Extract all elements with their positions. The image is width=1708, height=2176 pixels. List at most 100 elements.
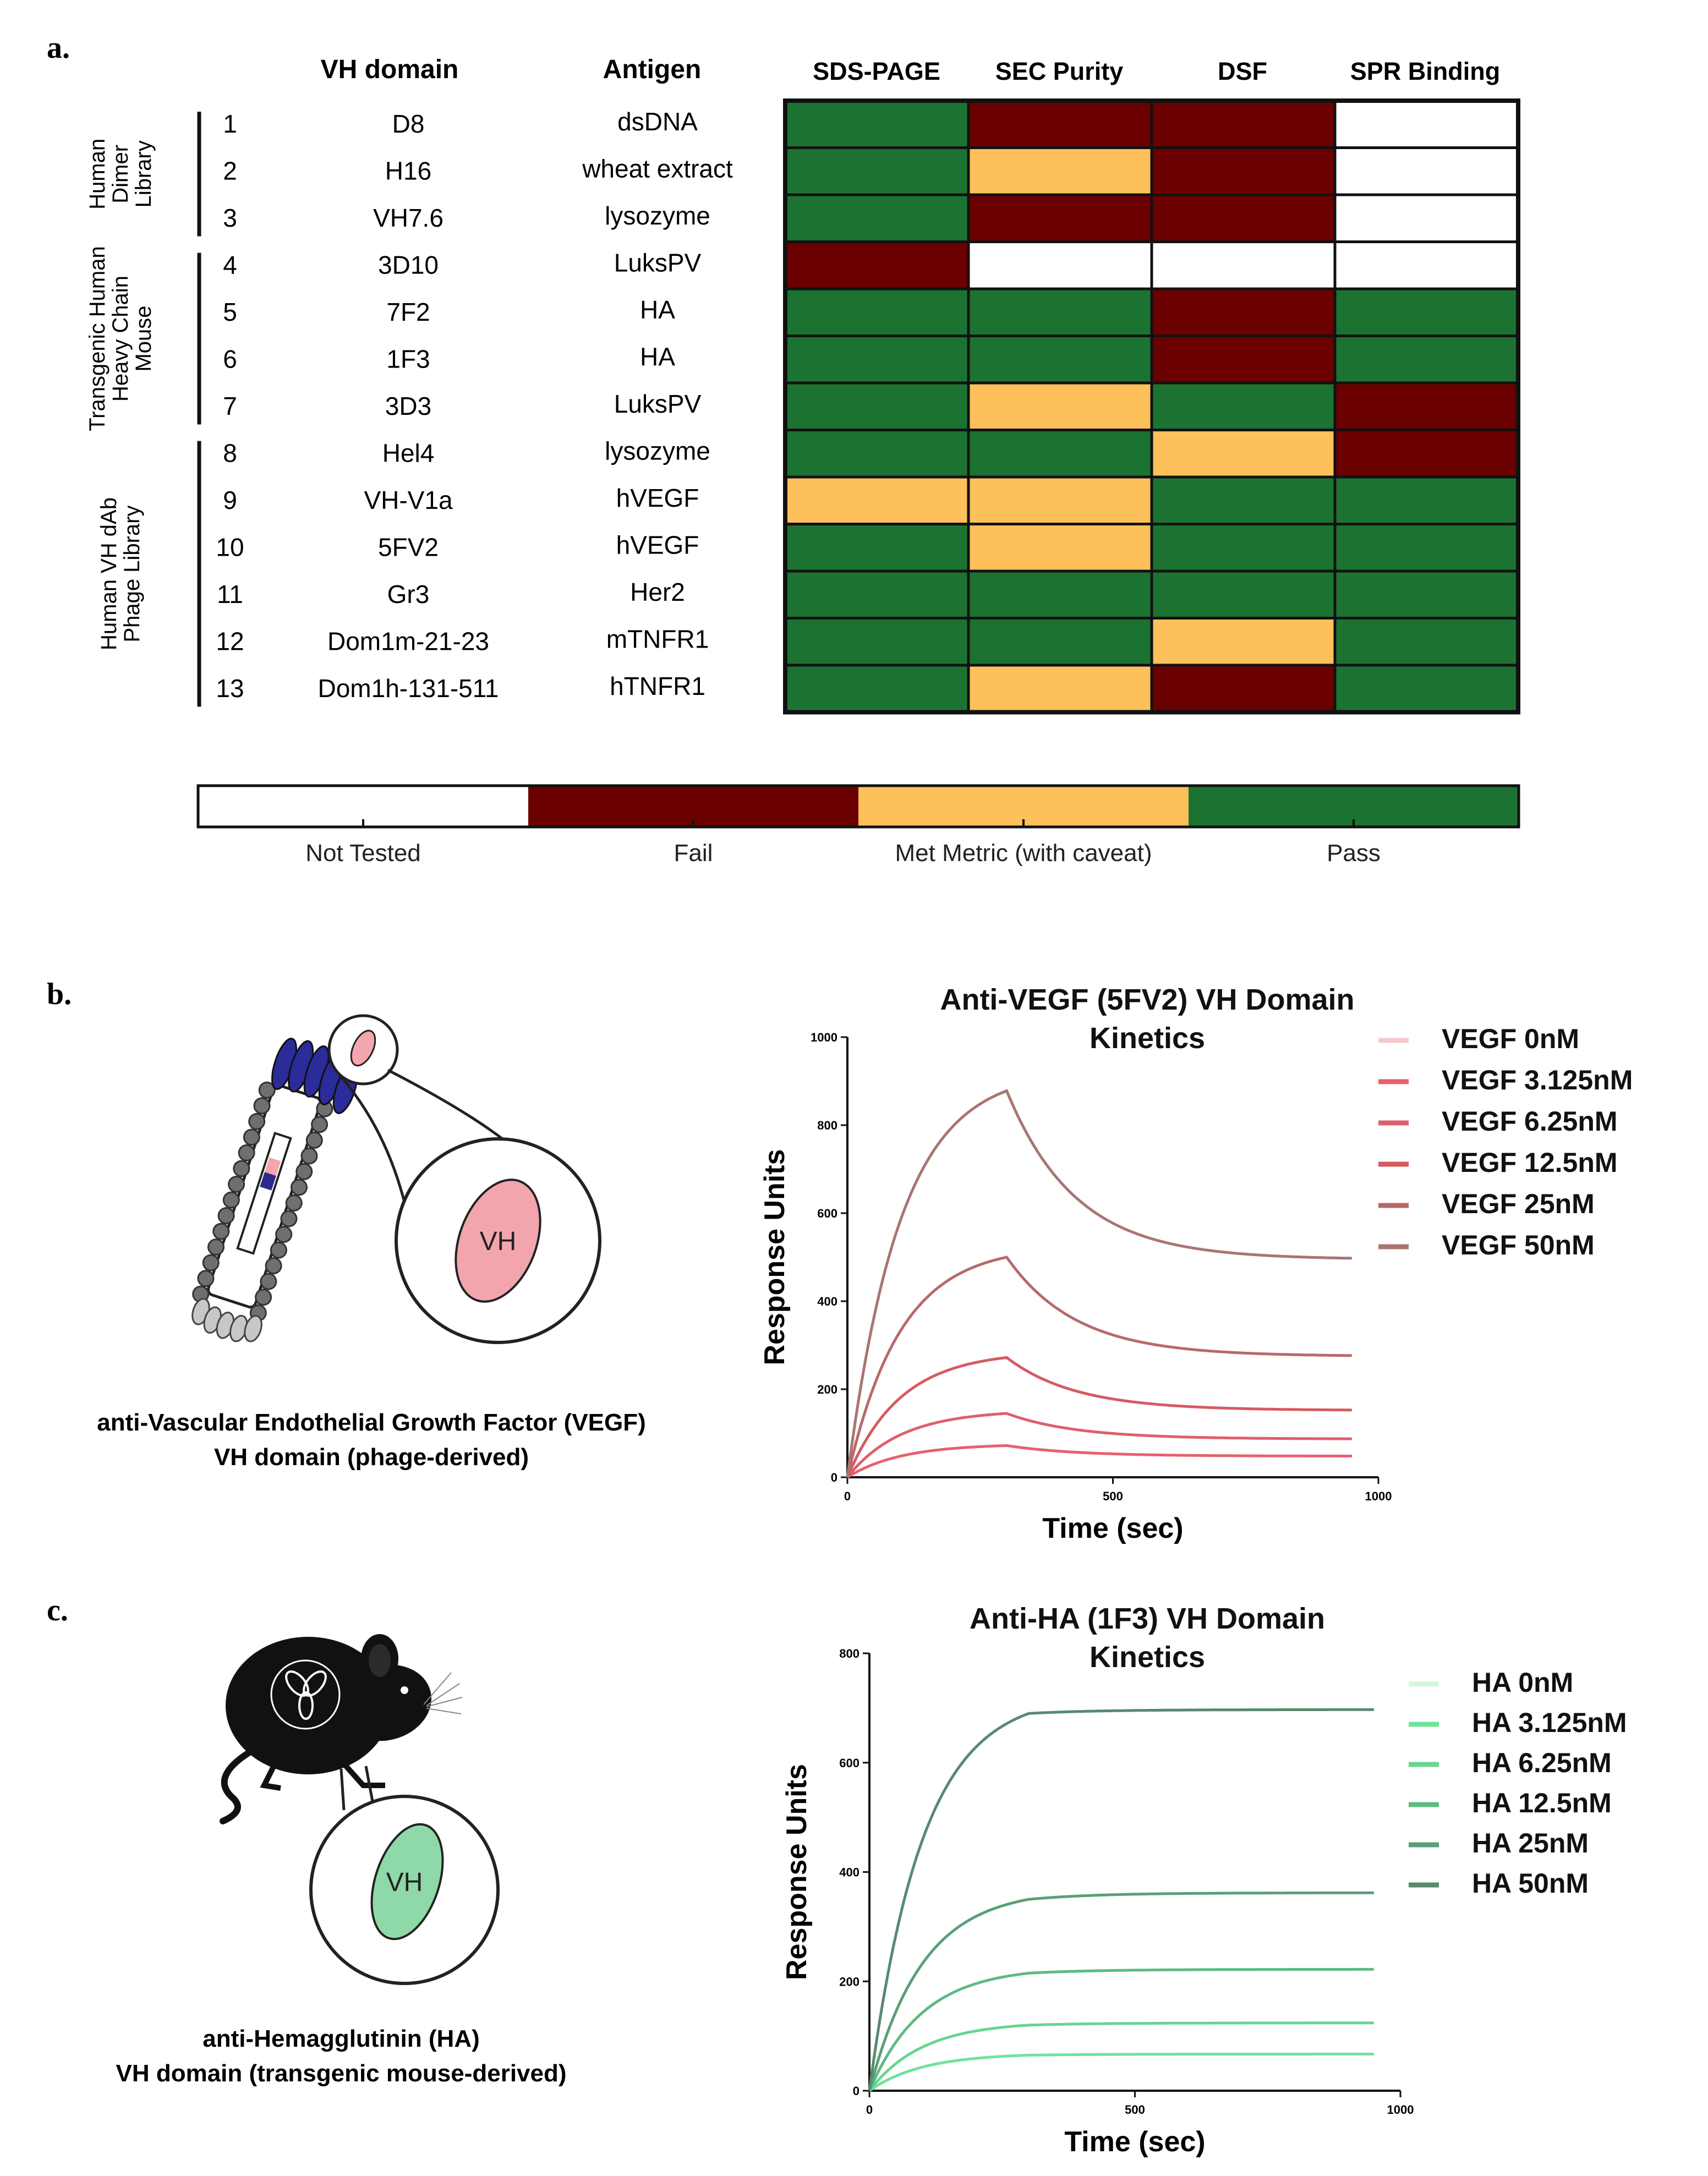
panel-b-caption-line1: anti-Vascular Endothelial Growth Factor …: [97, 1409, 645, 1436]
panel-c-caption-line2: VH domain (transgenic mouse-derived): [116, 2060, 566, 2087]
y-tick-label: 400: [839, 1866, 860, 1879]
heatmap-cell-fail: [1333, 429, 1520, 479]
group-label: Dimer: [108, 145, 133, 204]
panel-c: c.: [47, 1593, 1627, 2158]
group-label: Heavy Chain: [108, 276, 133, 402]
heatmap-cell-pass: [967, 287, 1153, 337]
row-number: 13: [216, 674, 244, 703]
panel-b: b.: [47, 977, 1633, 1544]
x-tick-label: 1000: [1387, 2103, 1414, 2117]
row-number: 3: [223, 204, 237, 232]
group-label: Phage Library: [120, 505, 144, 642]
y-tick-label: 800: [817, 1119, 837, 1132]
heatmap-cell-pass: [1150, 569, 1337, 620]
legend-frame: [196, 784, 1520, 829]
heatmap-cell-fail: [1150, 664, 1337, 714]
legend-entry: VEGF 3.125nM: [1442, 1065, 1633, 1095]
heatmap-cell-caveat: [967, 146, 1153, 196]
heatmap-cell-pass: [1150, 523, 1337, 573]
row-vh-domain: 1F3: [386, 344, 430, 373]
header-antigen: Antigen: [603, 55, 702, 84]
row-vh-domain: 3D10: [378, 250, 439, 279]
heatmap-cell-pass: [784, 664, 970, 714]
heatmap-cell-fail: [1150, 287, 1337, 337]
legend-entry: HA 12.5nM: [1472, 1788, 1612, 1818]
heatmap-cell-fail: [784, 240, 970, 291]
heatmap-cell-pass: [784, 429, 970, 479]
panel-c-label: c.: [47, 1593, 68, 1627]
group-label: Transgenic Human: [85, 246, 110, 431]
row-number: 4: [223, 250, 237, 279]
legend-entry: VEGF 12.5nM: [1442, 1147, 1618, 1178]
mouse-illustration: VH: [220, 1634, 500, 1985]
legend-entry: HA 6.25nM: [1472, 1747, 1612, 1778]
series-line: [868, 1891, 1374, 2091]
panel-c-caption-line1: anti-Hemagglutinin (HA): [202, 2025, 480, 2052]
row-number: 9: [223, 486, 237, 514]
x-tick-label: 0: [844, 1489, 851, 1503]
heatmap-cell-caveat: [967, 381, 1153, 431]
row-labels: 1 D8 dsDNA 2 H16 wheat extract 3 VH7.6 lysozyme 4…: [216, 107, 733, 703]
y-tick-label: 600: [817, 1207, 837, 1220]
assay-heatmap: [783, 98, 1520, 715]
x-tick-label: 500: [1125, 2103, 1145, 2117]
row-vh-domain: VH-V1a: [364, 486, 452, 514]
legend-entry: VEGF 0nM: [1442, 1023, 1579, 1054]
row-number: 8: [223, 439, 237, 467]
row-antigen: LuksPV: [614, 390, 702, 418]
row-antigen: HA: [640, 342, 675, 371]
row-vh-domain: D8: [392, 109, 425, 138]
group-label: Library: [132, 140, 156, 207]
chart-title: Anti-VEGF (5FV2) VH Domain: [940, 983, 1354, 1016]
heatmap-cell-pass: [784, 99, 970, 149]
legend-label: Not Tested: [305, 840, 421, 867]
y-tick-label: 600: [839, 1756, 860, 1770]
heatmap-cell-pass: [1333, 664, 1520, 714]
row-antigen: Her2: [630, 578, 685, 606]
phage-illustration: VH: [191, 1014, 601, 1344]
row-vh-domain: 5FV2: [378, 533, 439, 561]
legend-entry: HA 25nM: [1472, 1828, 1589, 1859]
y-tick-label: 800: [839, 1647, 860, 1660]
header-dsf: DSF: [1218, 57, 1267, 85]
heatmap-cell-fail: [967, 99, 1153, 149]
series-line: [868, 1967, 1374, 2091]
y-axis-label: Response Units: [781, 1764, 813, 1980]
x-tick-label: 0: [866, 2103, 873, 2117]
series-line: [868, 2052, 1374, 2092]
heatmap-cell-fail: [1150, 193, 1337, 243]
legend-entry: HA 50nM: [1472, 1868, 1589, 1899]
ha-kinetics-chart: Anti-HA (1F3) VH Domain Kinetics 0 200 400 60…: [781, 1602, 1627, 2158]
legend-label: Met Metric (with caveat): [895, 840, 1152, 867]
heatmap-cell-caveat: [967, 664, 1153, 714]
group-label: Human: [85, 139, 110, 210]
status-legend: Not Tested Fail Met Metric (with caveat) Pa…: [196, 784, 1520, 867]
panel-a-label: a.: [47, 31, 70, 65]
panel-b-caption-line2: VH domain (phage-derived): [214, 1444, 529, 1471]
row-vh-domain: H16: [385, 156, 431, 185]
row-antigen: LuksPV: [614, 248, 702, 277]
heatmap-cell-pass: [784, 287, 970, 337]
row-antigen: dsDNA: [617, 107, 698, 136]
x-tick-label: 1000: [1365, 1489, 1392, 1503]
header-sds-page: SDS-PAGE: [813, 57, 940, 85]
heatmap-cell-pass: [1333, 523, 1520, 573]
heatmap-cell-pass: [1333, 569, 1520, 620]
row-number: 11: [217, 580, 243, 609]
heatmap-cell-not: [1150, 240, 1337, 291]
heatmap-cell-pass: [784, 146, 970, 196]
heatmap-cell-pass: [1333, 287, 1520, 337]
row-antigen: hTNFR1: [610, 672, 705, 700]
header-sec-purity: SEC Purity: [995, 57, 1124, 85]
heatmap-cell-fail: [1150, 99, 1337, 149]
x-tick-label: 500: [1103, 1489, 1123, 1503]
series-line: [846, 1412, 1352, 1478]
legend-entry: VEGF 50nM: [1442, 1230, 1595, 1260]
legend-label: Pass: [1327, 840, 1381, 867]
row-antigen: hVEGF: [616, 484, 699, 512]
heatmap-cell-caveat: [784, 475, 970, 525]
heatmap-cell-pass: [784, 193, 970, 243]
panel-b-label: b.: [47, 977, 72, 1011]
heatmap-cell-fail: [1150, 335, 1337, 385]
